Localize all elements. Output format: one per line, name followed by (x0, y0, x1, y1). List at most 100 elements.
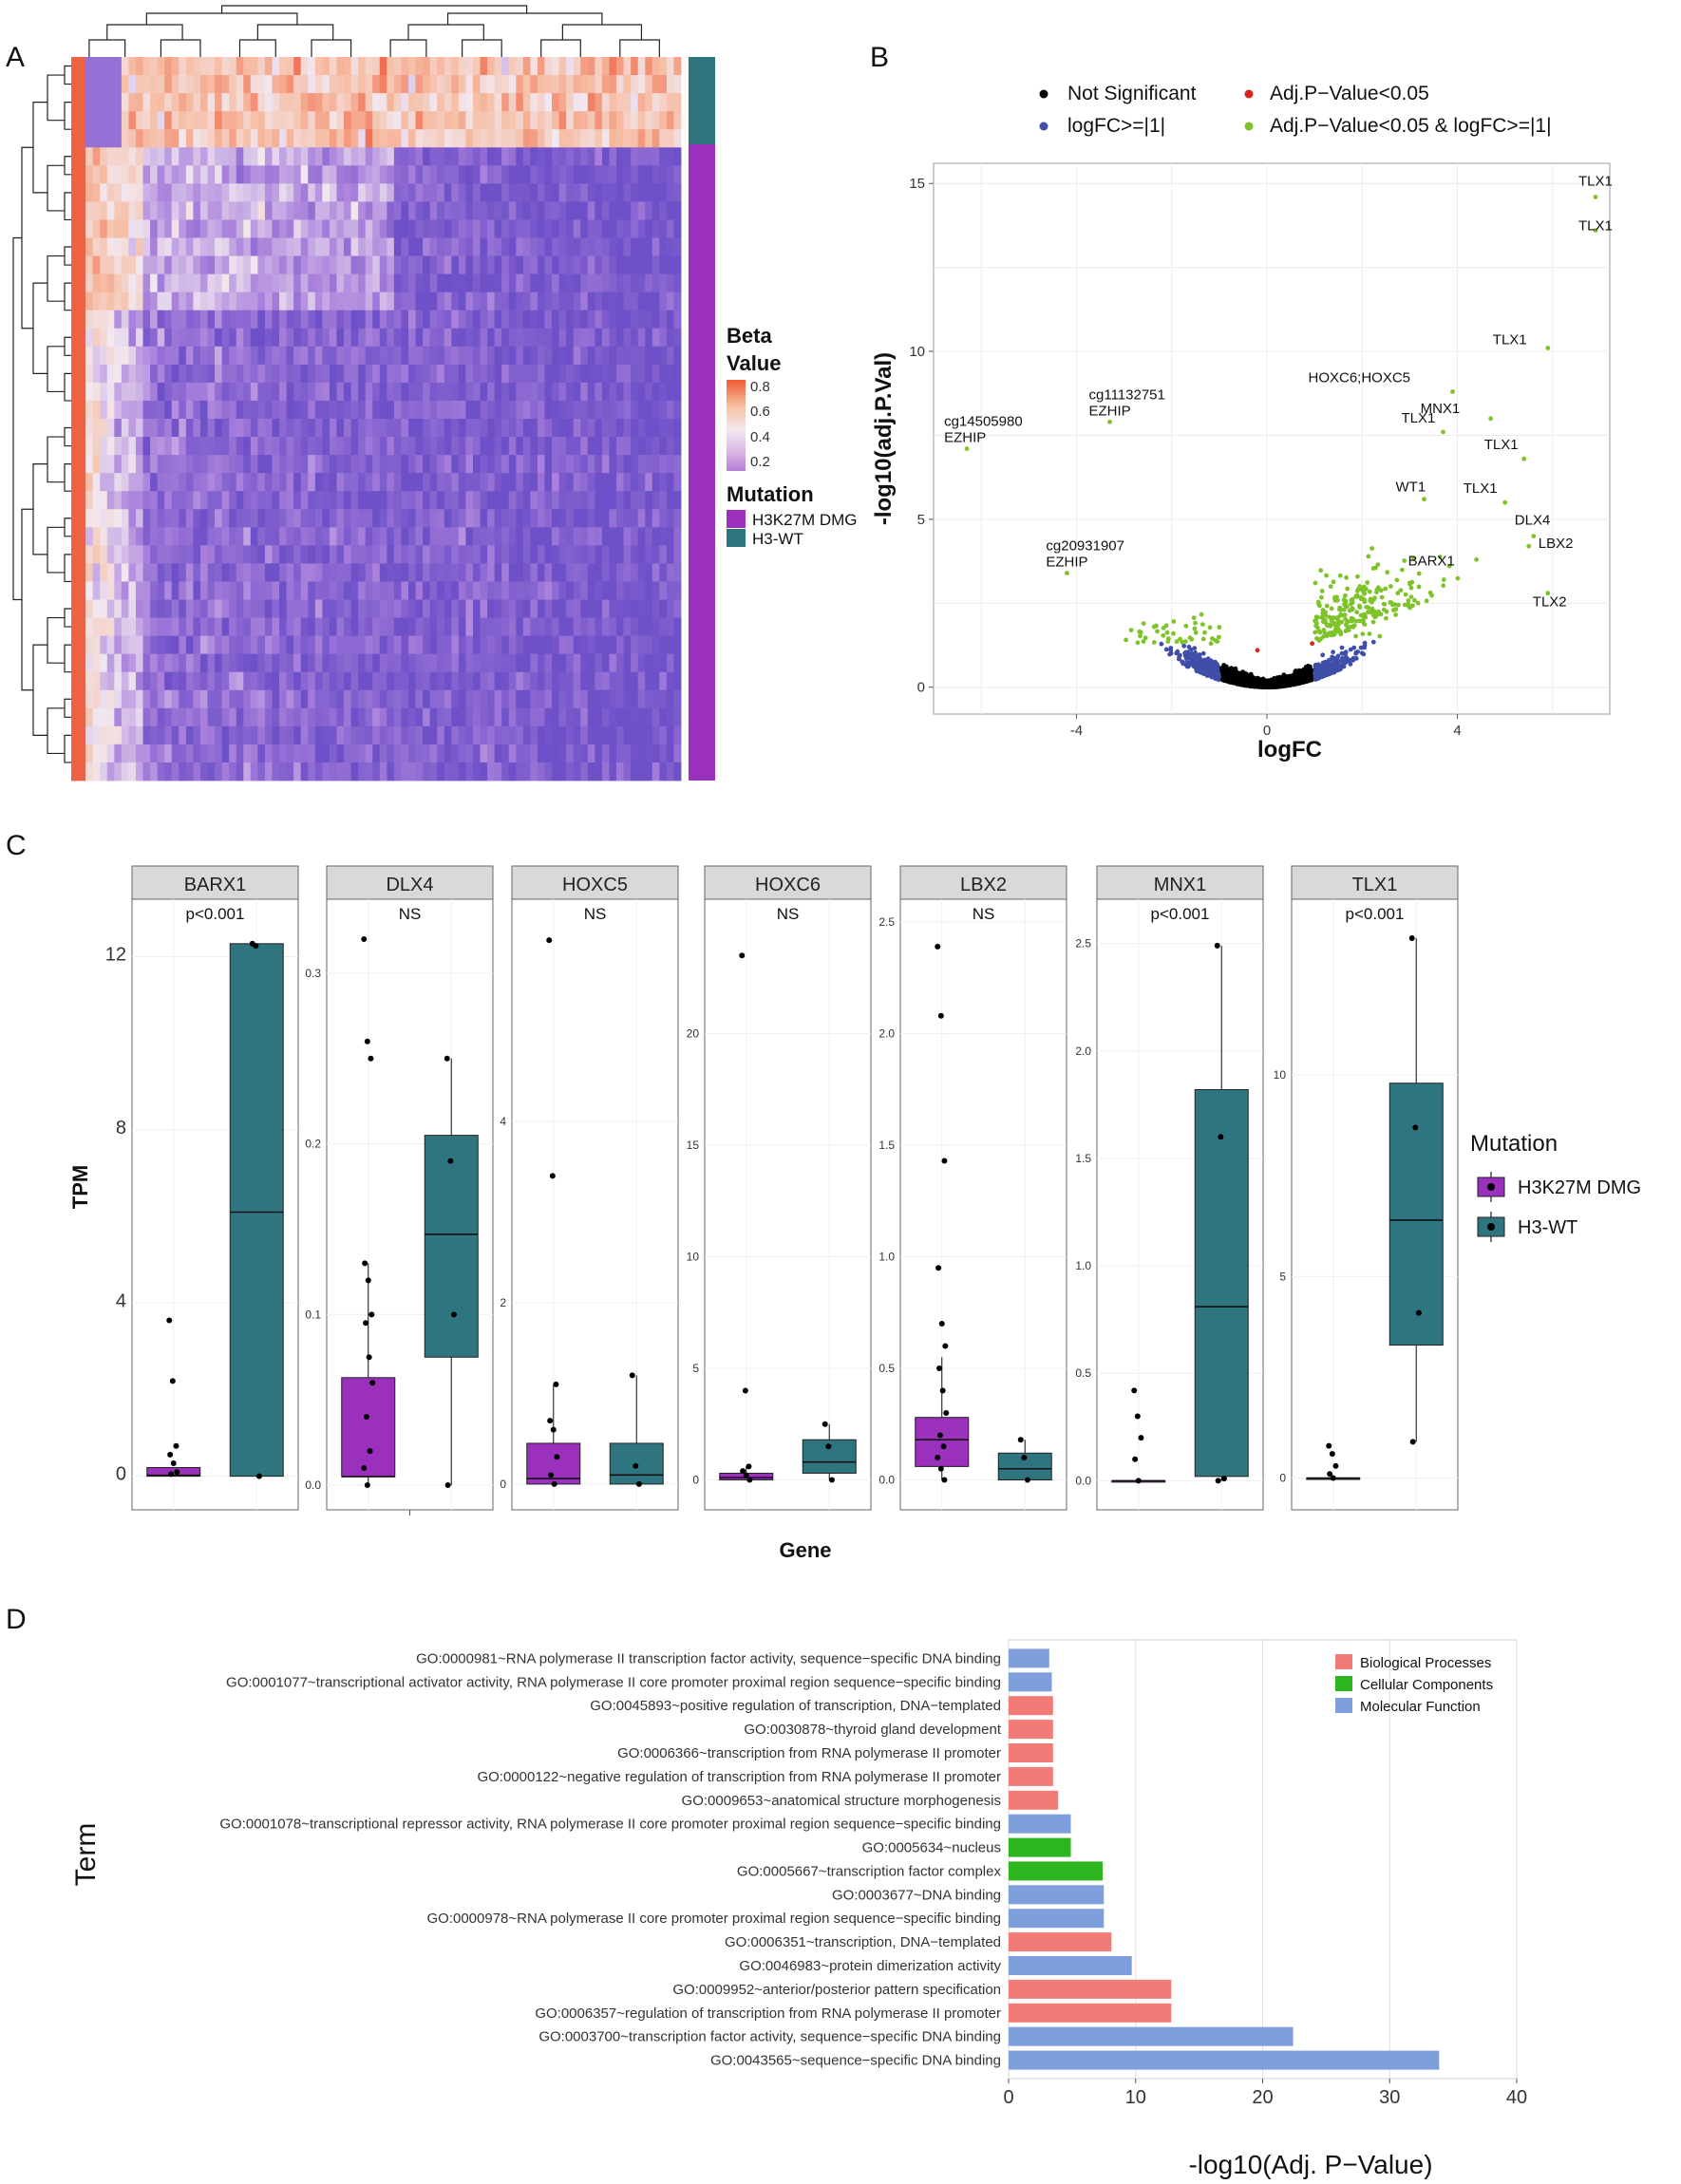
heatmap-cell (207, 725, 216, 745)
heatmap-cell (522, 762, 531, 781)
heatmap-cell (344, 527, 351, 546)
heatmap-cell (164, 744, 173, 763)
heatmap-cell (472, 57, 481, 76)
heatmap-cell (71, 491, 79, 510)
heatmap-cell (631, 762, 639, 781)
heatmap-cell (673, 255, 682, 274)
heatmap-cell (530, 400, 538, 420)
heatmap-cell (407, 762, 416, 781)
heatmap-cell (501, 509, 510, 528)
heatmap-cell (558, 93, 567, 112)
heatmap-cell (300, 527, 309, 546)
heatmap-cell (264, 437, 273, 456)
heatmap-cell (350, 707, 359, 727)
heatmap-cell (516, 707, 524, 727)
heatmap-cell (350, 147, 359, 166)
heatmap-cell (314, 599, 323, 618)
heatmap-cell (487, 75, 496, 94)
heatmap-cell (308, 635, 316, 655)
heatmap-cell (106, 689, 115, 709)
heatmap-cell (609, 129, 617, 148)
heatmap-cell (78, 93, 86, 112)
heatmap-cell (673, 527, 682, 546)
heatmap-cell (423, 147, 431, 166)
heatmap-cell (279, 653, 287, 673)
heatmap-cell (279, 762, 287, 781)
heatmap-cell (358, 57, 367, 76)
heatmap-cell (393, 382, 402, 402)
heatmap-cell (595, 491, 603, 510)
heatmap-cell (92, 255, 101, 274)
heatmap-cell (322, 762, 331, 781)
heatmap-cell (595, 400, 603, 420)
heatmap-cell (85, 219, 94, 238)
heatmap-cell (587, 545, 595, 564)
heatmap-cell (465, 292, 474, 311)
heatmap-cell (329, 400, 337, 420)
heatmap-cell (623, 689, 632, 709)
heatmap-cell (85, 509, 94, 528)
heatmap-cell (516, 201, 524, 220)
heatmap-cell (516, 382, 524, 402)
heatmap-cell (423, 491, 431, 510)
heatmap-cell (350, 473, 359, 492)
heatmap-cell (451, 111, 460, 130)
heatmap-cell (544, 183, 553, 202)
heatmap-cell (272, 689, 280, 709)
heatmap-cell (609, 545, 617, 564)
heatmap-cell (530, 292, 538, 311)
heatmap-cell (587, 237, 595, 256)
heatmap-cell (580, 219, 589, 238)
heatmap-cell (243, 491, 252, 510)
heatmap-cell (544, 455, 553, 474)
heatmap-cell (415, 147, 424, 166)
heatmap-cell (185, 255, 194, 274)
heatmap-cell (264, 255, 273, 274)
heatmap-cell (401, 255, 409, 274)
heatmap-cell (329, 111, 337, 130)
heatmap-cell (257, 527, 266, 546)
heatmap-cell (365, 653, 373, 673)
heatmap-cell (193, 273, 201, 293)
heatmap-cell (293, 545, 302, 564)
heatmap-cell (587, 400, 595, 420)
heatmap-cell (558, 165, 567, 184)
heatmap-cell (508, 364, 517, 384)
heatmap-cell (71, 725, 79, 745)
heatmap-cell (236, 419, 244, 438)
heatmap-cell (587, 473, 595, 492)
heatmap-cell (387, 165, 395, 184)
heatmap-cell (365, 255, 373, 274)
heatmap-cell (272, 165, 280, 184)
heatmap-cell (179, 527, 187, 546)
heatmap-cell (465, 545, 474, 564)
heatmap-cell (580, 563, 589, 582)
heatmap-cell (193, 75, 201, 94)
heatmap-cell (121, 346, 129, 366)
heatmap-cell (106, 310, 115, 329)
heatmap-cell (609, 400, 617, 420)
heatmap-cell (494, 762, 502, 781)
heatmap-cell (199, 400, 208, 420)
heatmap-cell (236, 635, 244, 655)
heatmap-cell (645, 255, 653, 274)
heatmap-cell (264, 509, 273, 528)
heatmap-cell (637, 201, 646, 220)
heatmap-cell (437, 147, 445, 166)
heatmap-cell (552, 57, 559, 76)
heatmap-cell (185, 165, 194, 184)
heatmap-cell (171, 75, 179, 94)
heatmap-cell (142, 671, 151, 691)
heatmap-cell (480, 111, 488, 130)
heatmap-cell (199, 689, 208, 709)
heatmap-cell (573, 653, 581, 673)
heatmap-cell (609, 111, 617, 130)
heatmap-cell (652, 292, 660, 311)
heatmap-cell (300, 744, 309, 763)
heatmap-cell (185, 382, 194, 402)
heatmap-cell (666, 762, 674, 781)
heatmap-cell (221, 237, 230, 256)
heatmap-cell (566, 437, 575, 456)
heatmap-cell (193, 689, 201, 709)
heatmap-cell (616, 93, 624, 112)
